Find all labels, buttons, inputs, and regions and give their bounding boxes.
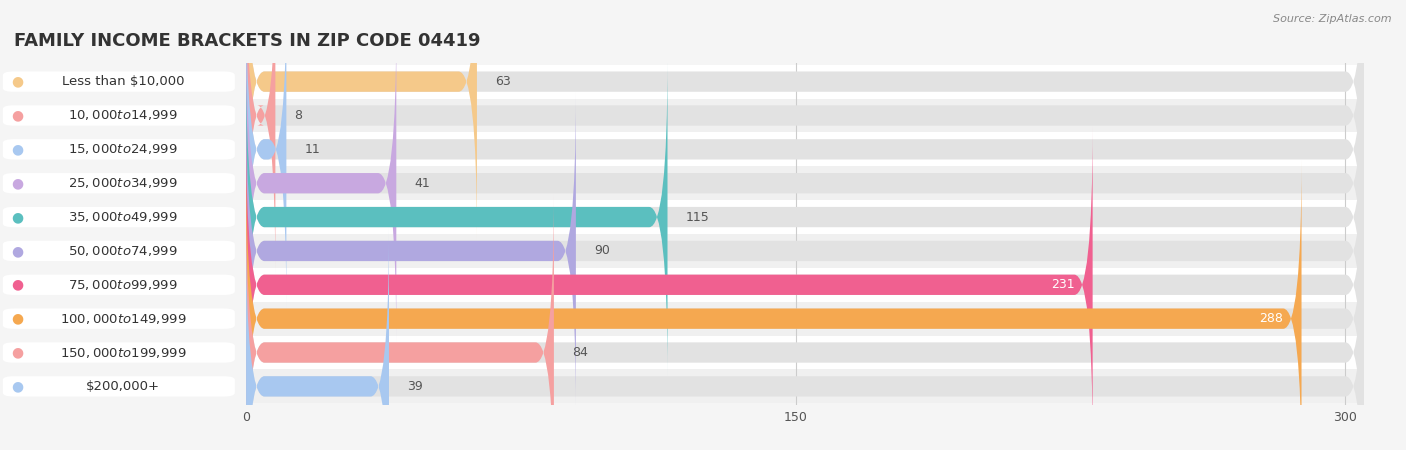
FancyBboxPatch shape: [246, 0, 1364, 309]
FancyBboxPatch shape: [246, 227, 1364, 450]
Text: $25,000 to $34,999: $25,000 to $34,999: [67, 176, 179, 190]
Text: 231: 231: [1050, 278, 1074, 291]
Text: 115: 115: [686, 211, 710, 224]
Text: 63: 63: [495, 75, 510, 88]
Text: ●: ●: [11, 176, 24, 190]
FancyBboxPatch shape: [246, 194, 554, 450]
FancyBboxPatch shape: [246, 0, 1364, 241]
Text: Less than $10,000: Less than $10,000: [62, 75, 184, 88]
Text: 288: 288: [1260, 312, 1284, 325]
Text: $100,000 to $149,999: $100,000 to $149,999: [60, 312, 186, 326]
Text: 90: 90: [595, 244, 610, 257]
Text: ●: ●: [11, 312, 24, 326]
Text: FAMILY INCOME BRACKETS IN ZIP CODE 04419: FAMILY INCOME BRACKETS IN ZIP CODE 04419: [14, 32, 481, 50]
Bar: [246, 369, 1364, 403]
FancyBboxPatch shape: [246, 0, 276, 274]
FancyBboxPatch shape: [246, 58, 668, 376]
FancyBboxPatch shape: [246, 159, 1302, 450]
Text: $35,000 to $49,999: $35,000 to $49,999: [67, 210, 179, 224]
Text: ●: ●: [11, 244, 24, 258]
FancyBboxPatch shape: [246, 159, 1364, 450]
FancyBboxPatch shape: [246, 24, 1364, 342]
FancyBboxPatch shape: [246, 58, 1364, 376]
Text: 8: 8: [294, 109, 302, 122]
Bar: [246, 302, 1364, 336]
Text: $150,000 to $199,999: $150,000 to $199,999: [60, 346, 186, 360]
FancyBboxPatch shape: [246, 126, 1092, 444]
FancyBboxPatch shape: [246, 0, 287, 309]
Text: $200,000+: $200,000+: [86, 380, 160, 393]
FancyBboxPatch shape: [246, 92, 576, 410]
Bar: [246, 166, 1364, 200]
FancyBboxPatch shape: [246, 0, 477, 241]
Text: $10,000 to $14,999: $10,000 to $14,999: [67, 108, 179, 122]
Text: $15,000 to $24,999: $15,000 to $24,999: [67, 142, 179, 156]
Text: ●: ●: [11, 210, 24, 224]
Bar: [246, 234, 1364, 268]
FancyBboxPatch shape: [246, 0, 1364, 274]
FancyBboxPatch shape: [246, 194, 1364, 450]
FancyBboxPatch shape: [246, 92, 1364, 410]
Text: 39: 39: [408, 380, 423, 393]
Bar: [246, 132, 1364, 166]
Text: ●: ●: [11, 346, 24, 360]
Text: ●: ●: [11, 108, 24, 122]
Text: Source: ZipAtlas.com: Source: ZipAtlas.com: [1274, 14, 1392, 23]
Bar: [246, 99, 1364, 132]
Bar: [246, 268, 1364, 302]
FancyBboxPatch shape: [246, 227, 389, 450]
Text: $75,000 to $99,999: $75,000 to $99,999: [67, 278, 179, 292]
Text: ●: ●: [11, 75, 24, 89]
Text: $50,000 to $74,999: $50,000 to $74,999: [67, 244, 179, 258]
FancyBboxPatch shape: [246, 126, 1364, 444]
Bar: [246, 200, 1364, 234]
Bar: [246, 336, 1364, 369]
Text: 41: 41: [415, 177, 430, 190]
Text: ●: ●: [11, 142, 24, 156]
Text: 84: 84: [572, 346, 588, 359]
Text: ●: ●: [11, 278, 24, 292]
FancyBboxPatch shape: [246, 24, 396, 342]
Text: ●: ●: [11, 379, 24, 393]
Text: 11: 11: [305, 143, 321, 156]
Bar: [246, 65, 1364, 99]
